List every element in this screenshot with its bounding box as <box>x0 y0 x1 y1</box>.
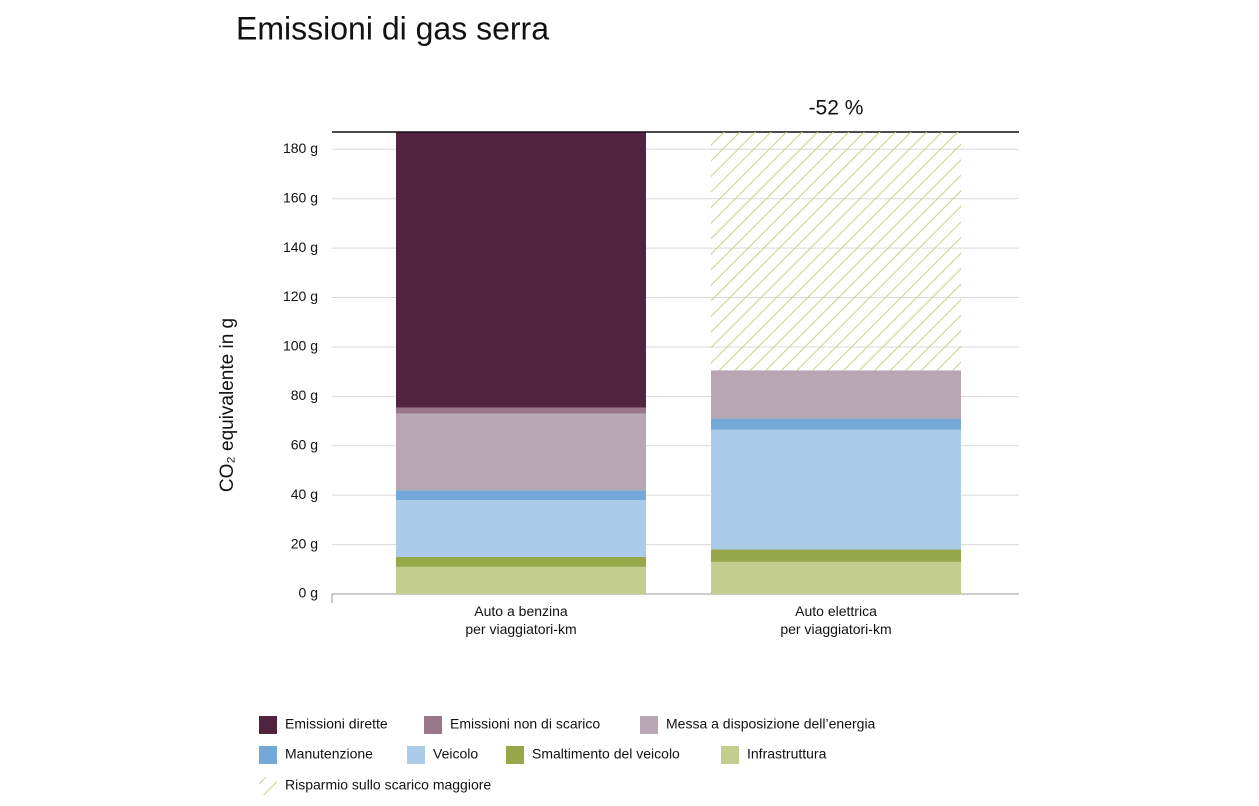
legend-swatch <box>506 746 524 764</box>
y-tick-label: 140 g <box>283 239 318 255</box>
legend-label: Risparmio sullo scarico maggiore <box>285 777 491 793</box>
annotation: -52 % <box>809 97 864 120</box>
legend-swatch <box>259 777 277 795</box>
bar-segment <box>711 132 961 371</box>
y-tick-label: 100 g <box>283 338 318 354</box>
legend-swatch <box>407 746 425 764</box>
y-tick-label: 120 g <box>283 288 318 304</box>
y-tick-label: 180 g <box>283 140 318 156</box>
bar-segment <box>396 556 646 567</box>
legend-label: Emissioni dirette <box>285 716 388 732</box>
bar-segment <box>396 132 646 408</box>
bar-segment <box>711 561 961 594</box>
y-tick-label: 160 g <box>283 189 318 205</box>
legend-swatch <box>424 716 442 734</box>
y-axis-label: CO₂ equivalente in g <box>217 318 238 492</box>
bar-segment <box>396 413 646 491</box>
legend-swatch <box>640 716 658 734</box>
y-tick-label: 40 g <box>291 486 318 502</box>
legend-label: Veicolo <box>433 746 478 762</box>
x-tick-label: Auto a benzina per viaggiatori-km <box>465 603 576 637</box>
y-tick-label: 60 g <box>291 436 318 452</box>
legend-label: Smaltimento del veicolo <box>532 746 680 762</box>
y-tick-label: 0 g <box>299 585 318 601</box>
legend-label: Infrastruttura <box>747 746 827 762</box>
legend-swatch <box>259 746 277 764</box>
legend-swatch <box>259 716 277 734</box>
bar-segment <box>711 429 961 550</box>
chart-title: Emissioni di gas serra <box>236 10 549 46</box>
bar-segment <box>711 418 961 430</box>
y-tick-label: 20 g <box>291 535 318 551</box>
legend-label: Messa a disposizione dell’energia <box>666 716 876 732</box>
bar-segment <box>711 549 961 562</box>
bar-segment <box>396 490 646 501</box>
bar-segment <box>396 407 646 414</box>
bar-segment <box>711 370 961 419</box>
bar-segment <box>396 500 646 557</box>
x-tick-label: Auto elettrica per viaggiatori-km <box>780 603 891 637</box>
legend-label: Manutenzione <box>285 746 373 762</box>
bar-segment <box>396 566 646 594</box>
y-tick-label: 80 g <box>291 387 318 403</box>
legend-label: Emissioni non di scarico <box>450 716 600 732</box>
legend-swatch <box>721 746 739 764</box>
